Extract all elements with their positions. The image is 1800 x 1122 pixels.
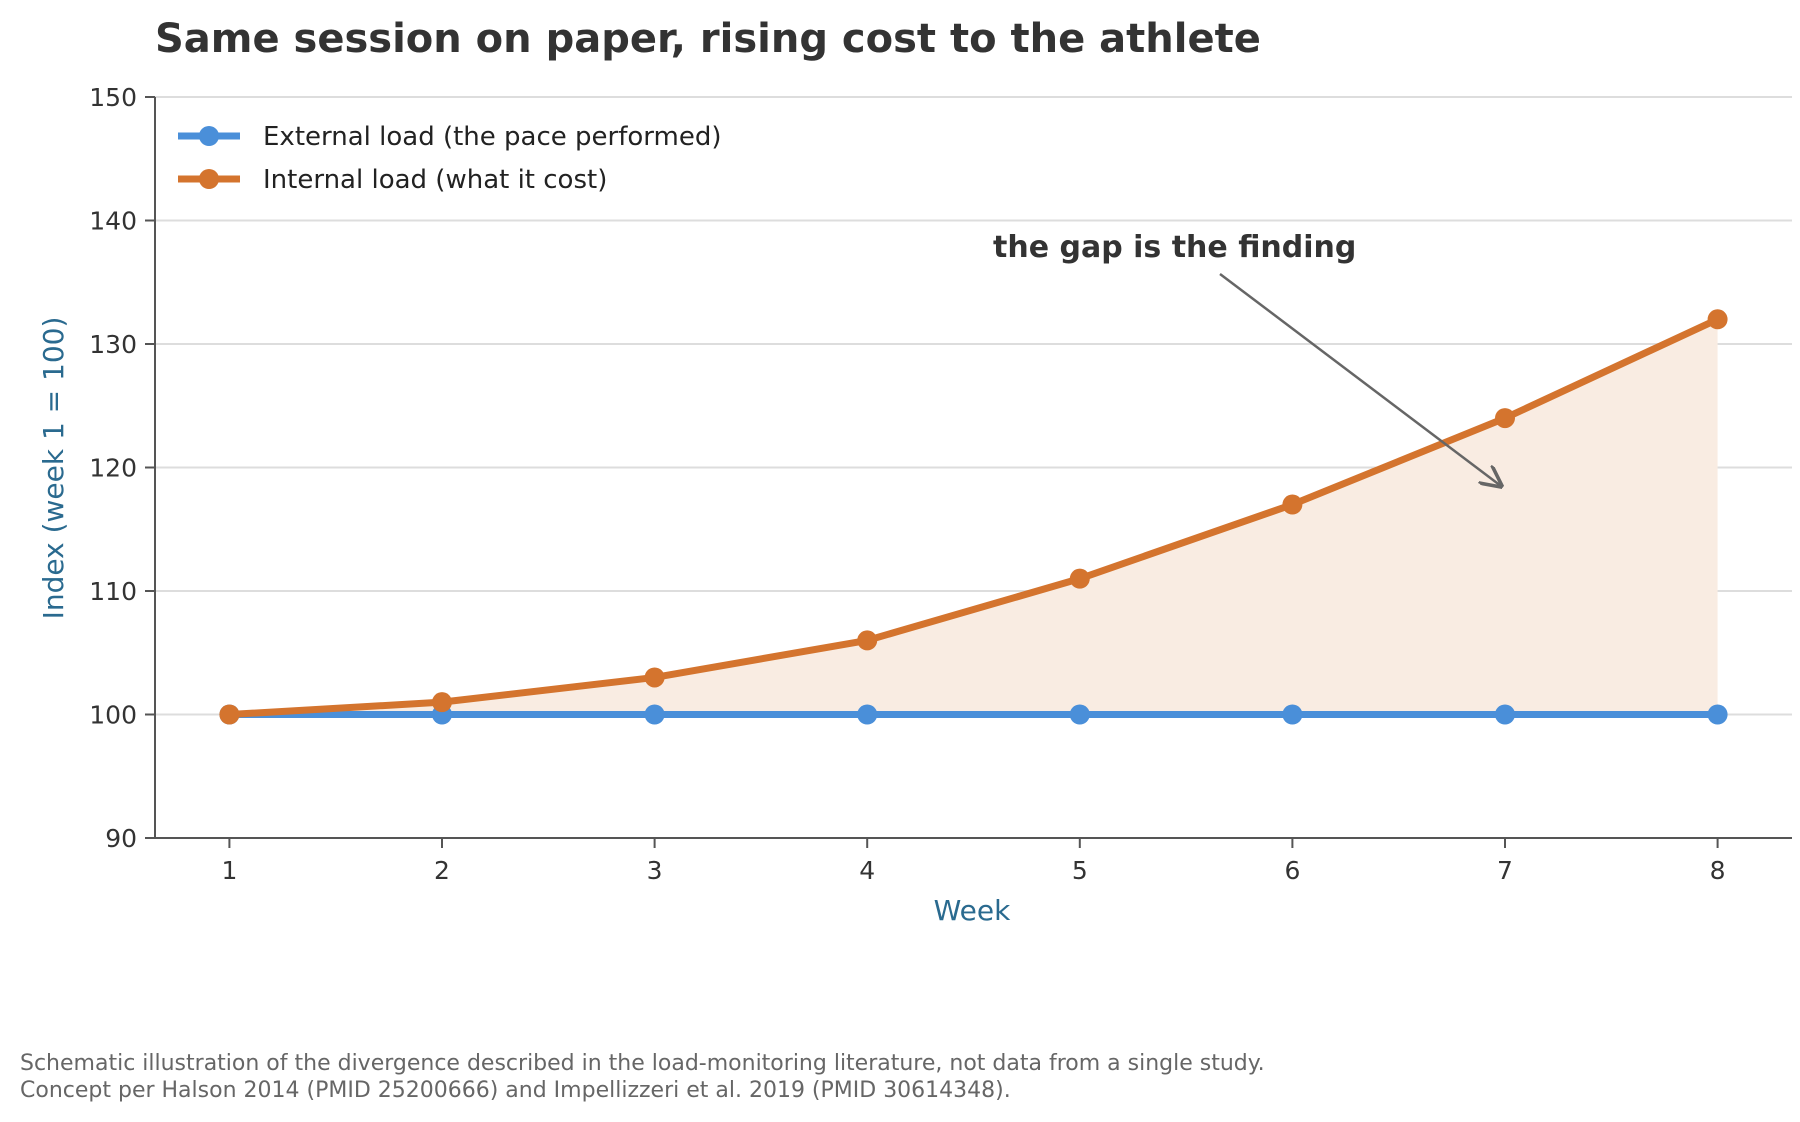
legend-label-2: Internal load (what it cost) (263, 165, 607, 195)
x-axis-label: Week (934, 894, 1011, 927)
legend-label-1: External load (the pace performed) (263, 122, 722, 152)
series-1-point-week-7 (1494, 704, 1515, 725)
annotation-text: the gap is the finding (993, 230, 1356, 265)
x-tick-label-6: 6 (1284, 856, 1300, 885)
x-tick-label-5: 5 (1072, 856, 1088, 885)
footnote-line-2: Concept per Halson 2014 (PMID 25200666) … (20, 1078, 1011, 1103)
y-tick-label-130: 130 (89, 330, 137, 359)
chart-title: Same session on paper, rising cost to th… (155, 16, 1261, 62)
y-tick-label-140: 140 (89, 207, 137, 236)
legend-item-2: Internal load (what it cost) (178, 165, 607, 195)
annotation-arrow (1219, 273, 1501, 486)
x-tick-label-1: 1 (221, 856, 237, 885)
series-2-point-week-1 (219, 704, 240, 725)
legend-item-1: External load (the pace performed) (178, 122, 722, 152)
series-2-point-week-5 (1069, 568, 1090, 589)
y-axis-label: Index (week 1 = 100) (37, 317, 70, 620)
y-tick-label-90: 90 (105, 824, 137, 853)
series-1-point-week-8 (1707, 704, 1728, 725)
footnote-line-1: Schematic illustration of the divergence… (20, 1051, 1265, 1076)
series-2-point-week-6 (1282, 494, 1303, 515)
x-tick-label-8: 8 (1710, 856, 1726, 885)
x-tick-label-7: 7 (1497, 856, 1513, 885)
legend-marker-1 (199, 126, 219, 146)
y-tick-label-120: 120 (89, 454, 137, 483)
series-2-point-week-4 (857, 630, 878, 651)
y-tick-label-150: 150 (89, 83, 137, 112)
legend-marker-2 (199, 169, 219, 189)
series-1-point-week-4 (857, 704, 878, 725)
series-1-point-week-5 (1069, 704, 1090, 725)
series-1 (219, 704, 1728, 725)
series-2-point-week-3 (644, 667, 665, 688)
axes: 90 100 110 120 130 140 150 1 2 3 4 5 6 7 8 (89, 83, 1792, 885)
x-tick-label-2: 2 (434, 856, 450, 885)
x-tick-label-4: 4 (859, 856, 875, 885)
series-1-point-week-6 (1282, 704, 1303, 725)
gap-shaded-area (229, 319, 1718, 715)
legend: External load (the pace performed) Intern… (178, 122, 722, 195)
series-2-point-week-7 (1494, 408, 1515, 429)
series-2-line (225, 315, 1722, 718)
x-tick-label-3: 3 (647, 856, 663, 885)
series-2-point-week-2 (432, 692, 453, 713)
series-2-point-week-8 (1707, 309, 1728, 330)
series-2 (219, 309, 1728, 725)
series-layer (219, 309, 1728, 725)
y-tick-label-110: 110 (89, 577, 137, 606)
series-1-point-week-3 (644, 704, 665, 725)
footnote: Schematic illustration of the divergence… (20, 1050, 1265, 1104)
y-tick-label-100: 100 (89, 701, 137, 730)
